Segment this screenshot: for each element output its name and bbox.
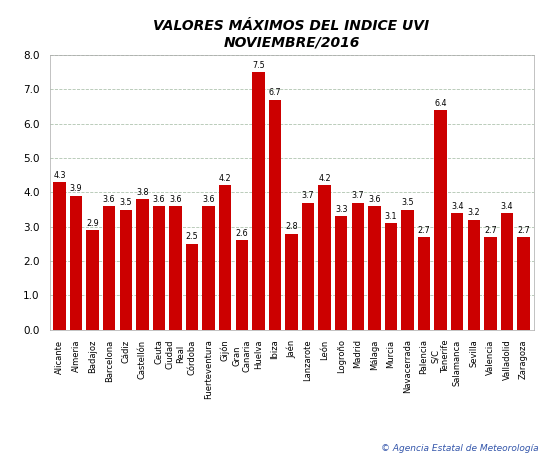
Text: 3.6: 3.6: [368, 195, 381, 204]
Bar: [53, 182, 65, 330]
Bar: [269, 100, 281, 330]
Text: 3.5: 3.5: [401, 198, 414, 207]
Text: 4.2: 4.2: [318, 174, 331, 183]
Bar: [368, 206, 381, 330]
Text: 2.7: 2.7: [484, 226, 497, 234]
Bar: [186, 244, 198, 330]
Bar: [500, 213, 513, 330]
Text: 2.8: 2.8: [285, 222, 298, 231]
Bar: [252, 72, 265, 330]
Text: 2.5: 2.5: [186, 233, 199, 241]
Text: 7.5: 7.5: [252, 61, 265, 70]
Bar: [219, 185, 232, 330]
Text: © Agencia Estatal de Meteorología: © Agencia Estatal de Meteorología: [381, 444, 539, 453]
Bar: [153, 206, 165, 330]
Bar: [202, 206, 215, 330]
Text: 3.6: 3.6: [103, 195, 115, 204]
Text: 4.2: 4.2: [219, 174, 232, 183]
Bar: [285, 234, 298, 330]
Text: 3.9: 3.9: [70, 185, 82, 193]
Bar: [451, 213, 464, 330]
Text: 4.3: 4.3: [53, 171, 65, 180]
Text: 3.6: 3.6: [202, 195, 215, 204]
Bar: [169, 206, 182, 330]
Bar: [518, 237, 530, 330]
Text: 3.7: 3.7: [302, 191, 315, 200]
Text: 3.3: 3.3: [335, 205, 348, 214]
Text: 3.5: 3.5: [119, 198, 132, 207]
Bar: [418, 237, 430, 330]
Bar: [402, 209, 414, 330]
Text: 6.4: 6.4: [434, 98, 447, 108]
Bar: [119, 209, 132, 330]
Bar: [86, 230, 99, 330]
Text: 6.7: 6.7: [268, 88, 281, 97]
Text: 3.6: 3.6: [169, 195, 182, 204]
Bar: [468, 220, 480, 330]
Bar: [434, 110, 447, 330]
Text: 3.7: 3.7: [351, 191, 364, 200]
Bar: [385, 223, 397, 330]
Bar: [318, 185, 331, 330]
Bar: [484, 237, 497, 330]
Text: 2.7: 2.7: [517, 226, 530, 234]
Bar: [302, 202, 314, 330]
Title: VALORES MÁXIMOS DEL INDICE UVI
NOVIEMBRE/2016: VALORES MÁXIMOS DEL INDICE UVI NOVIEMBRE…: [153, 19, 430, 49]
Text: 2.7: 2.7: [418, 226, 431, 234]
Bar: [136, 199, 148, 330]
Text: 3.4: 3.4: [500, 202, 513, 211]
Text: 2.9: 2.9: [86, 219, 99, 228]
Text: 2.6: 2.6: [235, 229, 248, 238]
Bar: [335, 216, 348, 330]
Bar: [235, 240, 248, 330]
Text: 3.6: 3.6: [153, 195, 165, 204]
Text: 3.1: 3.1: [384, 212, 397, 221]
Bar: [70, 196, 82, 330]
Bar: [103, 206, 115, 330]
Text: 3.8: 3.8: [136, 188, 148, 197]
Text: 3.4: 3.4: [451, 202, 464, 211]
Text: 3.2: 3.2: [468, 208, 480, 218]
Bar: [351, 202, 364, 330]
